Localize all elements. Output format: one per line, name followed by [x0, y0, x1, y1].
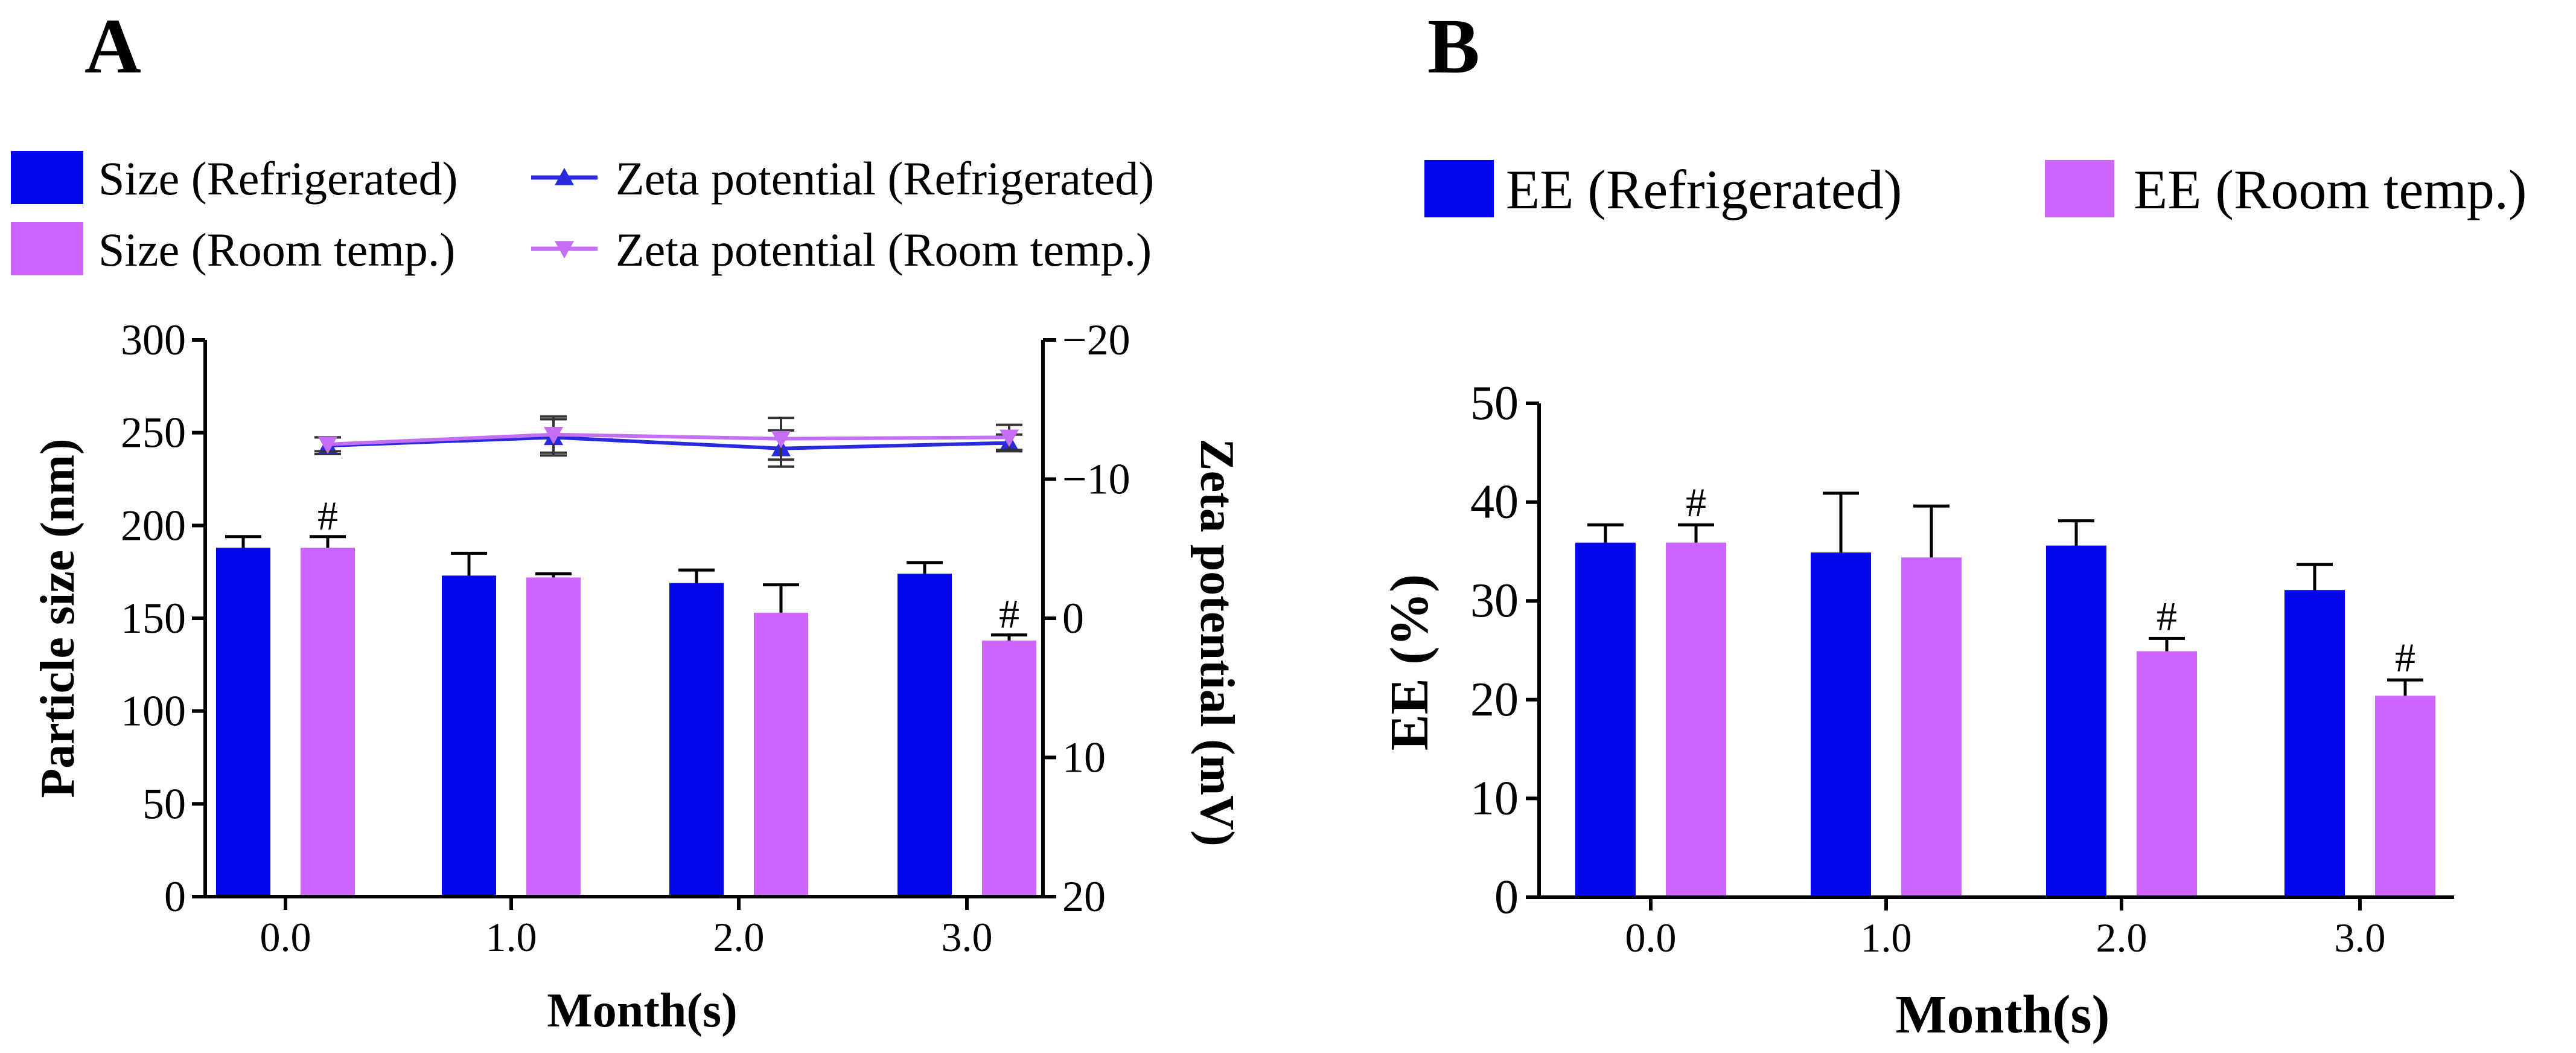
bar-ee-refrigerated-m0: [1575, 542, 1636, 897]
legend-label: Size (Refrigerated): [98, 152, 458, 205]
y2-tick-label: 20: [1062, 872, 1106, 921]
zeta-marker-room-temp-m2: [771, 430, 791, 449]
y-tick-label: 20: [1470, 673, 1519, 726]
bar-room-temp-m0: [301, 548, 355, 897]
bar-room-temp-m1: [526, 577, 581, 897]
zeta-marker-room-temp-m0: [318, 437, 337, 454]
bar-refrigerated-m3: [897, 574, 952, 897]
legend-label: Zeta potential (Room temp.): [616, 223, 1152, 276]
x-axis-title: Month(s): [547, 984, 738, 1037]
x-tick-label: 2.0: [713, 914, 765, 960]
legend-swatch: [11, 151, 83, 204]
y2-axis-title: Zeta potential (mV): [1190, 438, 1243, 846]
panel-a-letter: A: [84, 3, 141, 90]
bar-ee-room-temp-m3: [2375, 696, 2435, 897]
y-tick-label: 200: [121, 501, 186, 549]
legend-swatch: [1424, 160, 1494, 217]
significance-mark: #: [1686, 479, 1706, 525]
x-tick-label: 1.0: [486, 914, 537, 960]
y-tick-label: 40: [1470, 476, 1519, 529]
zeta-marker-room-temp-m1: [544, 426, 563, 444]
legend-marker: [555, 241, 574, 258]
y-tick-label: 300: [121, 316, 186, 364]
significance-mark: #: [2395, 635, 2415, 680]
bar-refrigerated-m2: [669, 583, 724, 897]
zeta-marker-room-temp-m3: [999, 429, 1019, 447]
y2-tick-label: −10: [1062, 455, 1130, 504]
y2-tick-label: 10: [1062, 734, 1106, 782]
x-tick-label: 0.0: [1625, 915, 1677, 961]
x-tick-label: 0.0: [260, 914, 311, 960]
x-tick-label: 3.0: [942, 914, 993, 960]
legend-label: EE (Refrigerated): [1506, 159, 1902, 220]
legend-marker: [555, 168, 574, 185]
bar-ee-refrigerated-m1: [1811, 552, 1871, 897]
significance-mark: #: [317, 493, 338, 539]
legend-swatch: [2045, 160, 2114, 217]
zeta-line-room-temp: [327, 432, 1010, 446]
bar-ee-room-temp-m1: [1901, 557, 1962, 897]
y-tick-label: 50: [1470, 377, 1519, 430]
x-tick-label: 2.0: [2096, 915, 2147, 961]
bar-ee-room-temp-m2: [2137, 651, 2197, 897]
x-tick-label: 1.0: [1861, 915, 1912, 961]
significance-mark: #: [2157, 593, 2177, 639]
y-tick-label: 50: [142, 779, 186, 828]
zeta-line-refrigerated: [327, 435, 1010, 450]
y-tick-label: 150: [121, 594, 186, 642]
y2-tick-label: −20: [1062, 316, 1130, 364]
bar-refrigerated-m0: [216, 548, 270, 897]
y-tick-label: 0: [164, 872, 186, 921]
legend-label: Size (Room temp.): [98, 223, 455, 276]
y-axis-title: EE (%): [1380, 574, 1439, 751]
bar-ee-room-temp-m0: [1666, 542, 1726, 897]
y-axis-title: Particle size (nm): [31, 438, 84, 798]
bar-room-temp-m3: [982, 640, 1036, 897]
y-tick-label: 100: [121, 687, 186, 735]
y2-tick-label: 0: [1062, 594, 1084, 642]
legend-label: EE (Room temp.): [2134, 159, 2527, 220]
y-tick-label: 10: [1470, 772, 1519, 825]
legend-label: Zeta potential (Refrigerated): [616, 152, 1154, 205]
x-tick-label: 3.0: [2335, 915, 2386, 961]
legend-swatch: [11, 222, 83, 275]
bar-refrigerated-m1: [442, 575, 496, 897]
y-tick-label: 0: [1494, 871, 1519, 924]
y-tick-label: 30: [1470, 574, 1519, 627]
bar-ee-refrigerated-m2: [2046, 545, 2106, 897]
panel-b-chart: # # #0 10 20 30 40 50 0.0 1.0 2.0 3.0 Month(s) EE (%)…: [1380, 159, 2527, 1045]
panel-a-chart: # #0 50 100 150 200 250 300 −20 −10 0 10 20 0.0 1.0 2.0…: [11, 151, 1243, 1037]
x-axis-title: Month(s): [1896, 985, 2110, 1045]
panel-b-letter: B: [1427, 3, 1480, 90]
y-tick-label: 250: [121, 409, 186, 457]
significance-mark: #: [999, 591, 1019, 637]
bar-ee-refrigerated-m3: [2284, 590, 2345, 897]
bar-room-temp-m2: [754, 612, 808, 897]
